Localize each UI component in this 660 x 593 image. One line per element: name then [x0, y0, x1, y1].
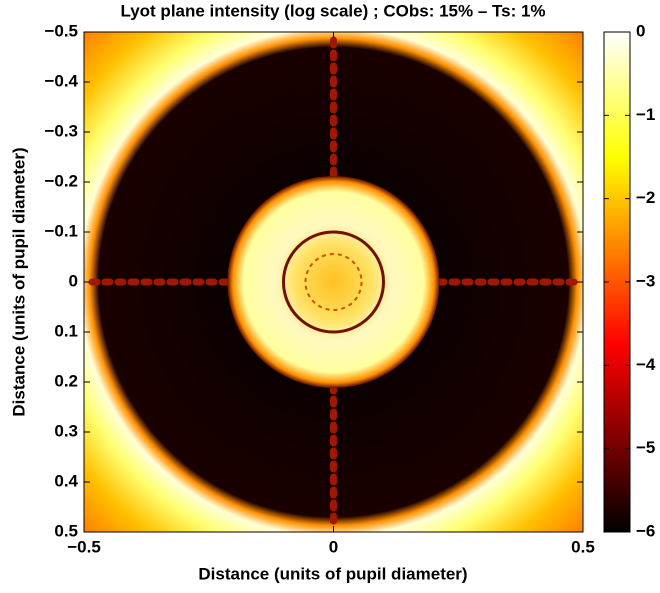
colorbar-tick-label: −1 [636, 105, 655, 124]
y-tick-label: −0.2 [44, 171, 78, 190]
y-tick-label: 0.2 [54, 371, 78, 390]
colorbar-tick-label: 0 [636, 21, 645, 40]
y-tick-label: 0.1 [54, 321, 78, 340]
x-tick-label: −0.5 [67, 537, 101, 556]
y-tick-label: 0.5 [54, 521, 78, 540]
colorbar-tick-label: −6 [636, 521, 655, 540]
y-tick-label: 0 [69, 271, 78, 290]
colorbar-tick-label: −4 [636, 355, 656, 374]
colorbar-tick-label: −2 [636, 188, 655, 207]
y-tick-label: 0.4 [54, 471, 78, 490]
x-axis-label: Distance (units of pupil diameter) [198, 564, 467, 583]
y-tick-label: −0.4 [44, 71, 78, 90]
x-tick-label: 0 [329, 537, 338, 556]
colorbar-tick-label: −3 [636, 271, 655, 290]
y-tick-label: −0.3 [44, 121, 78, 140]
y-tick-label: 0.3 [54, 421, 78, 440]
colorbar-tick-label: −5 [636, 438, 655, 457]
x-tick-label: 0.5 [571, 537, 595, 556]
y-tick-label: −0.1 [44, 221, 78, 240]
y-tick-label: −0.5 [44, 21, 78, 40]
y-axis-label: Distance (units of pupil diameter) [9, 147, 28, 416]
intensity-image [84, 32, 583, 532]
chart-title: Lyot plane intensity (log scale) ; CObs:… [120, 1, 545, 20]
